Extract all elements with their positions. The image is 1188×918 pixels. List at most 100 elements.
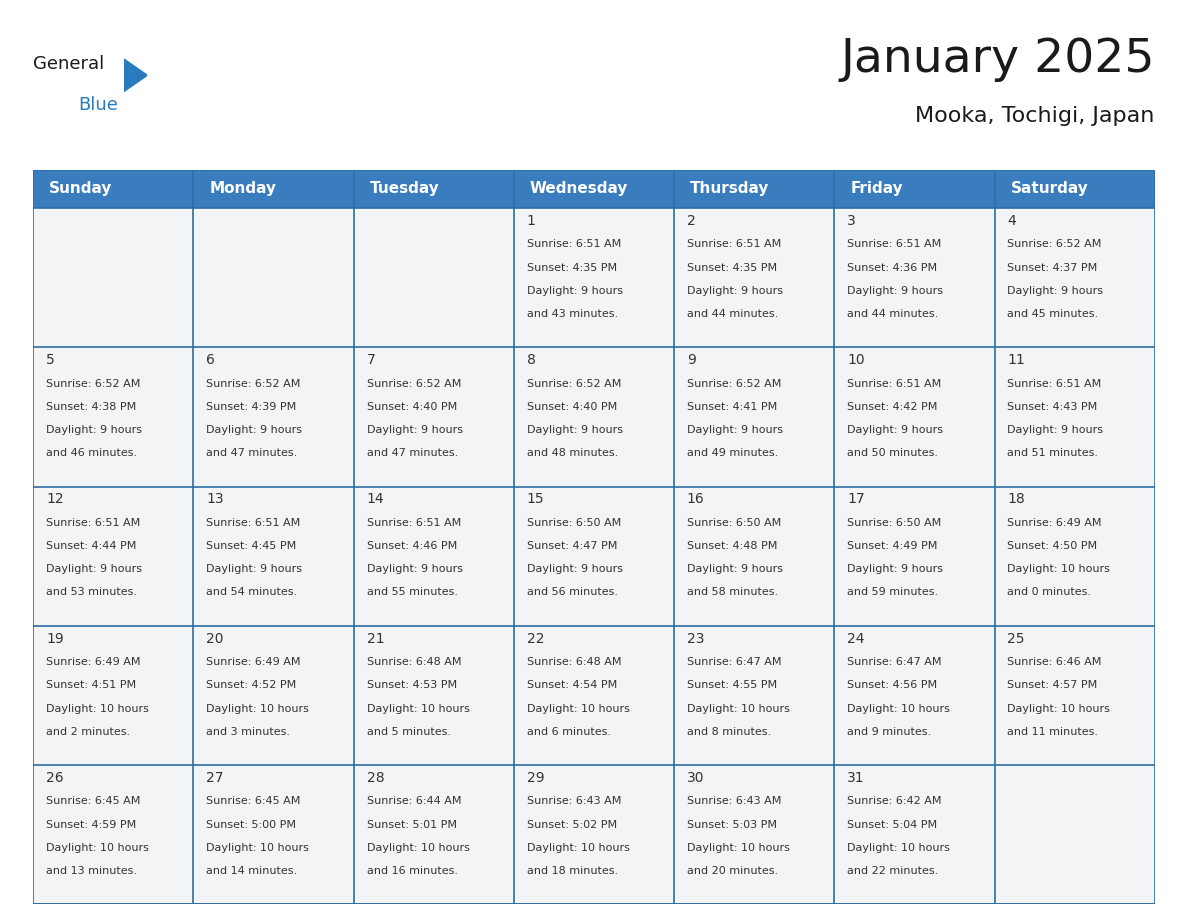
Text: Sunday: Sunday [49,182,113,196]
Bar [33,208,194,347]
Bar [994,208,1155,347]
Bar [994,487,1155,626]
Text: and 47 minutes.: and 47 minutes. [207,448,297,458]
Text: Sunrise: 6:48 AM: Sunrise: 6:48 AM [367,657,461,667]
Text: 23: 23 [687,632,704,645]
Text: Sunrise: 6:51 AM: Sunrise: 6:51 AM [526,240,621,250]
Text: 10: 10 [847,353,865,367]
Text: Monday: Monday [209,182,277,196]
Text: Sunset: 4:36 PM: Sunset: 4:36 PM [847,263,937,273]
Text: and 16 minutes.: and 16 minutes. [367,866,457,876]
Text: Sunset: 4:53 PM: Sunset: 4:53 PM [367,680,456,690]
Text: Daylight: 9 hours: Daylight: 9 hours [526,425,623,435]
Bar [354,208,514,347]
Text: Sunset: 5:04 PM: Sunset: 5:04 PM [847,820,937,830]
Text: 25: 25 [1007,632,1025,645]
Text: Sunrise: 6:49 AM: Sunrise: 6:49 AM [46,657,140,667]
Text: Daylight: 10 hours: Daylight: 10 hours [687,843,790,853]
Text: Sunset: 4:50 PM: Sunset: 4:50 PM [1007,541,1098,551]
Bar [33,347,194,487]
Text: Sunrise: 6:43 AM: Sunrise: 6:43 AM [526,797,621,806]
Text: Sunrise: 6:51 AM: Sunrise: 6:51 AM [46,518,140,528]
Text: 4: 4 [1007,214,1016,228]
Text: and 14 minutes.: and 14 minutes. [207,866,297,876]
Bar [514,487,674,626]
Text: and 44 minutes.: and 44 minutes. [847,309,939,319]
Text: Sunrise: 6:43 AM: Sunrise: 6:43 AM [687,797,782,806]
Text: Sunset: 4:40 PM: Sunset: 4:40 PM [367,402,456,412]
Text: Sunset: 4:35 PM: Sunset: 4:35 PM [687,263,777,273]
Bar [674,487,834,626]
Text: Sunset: 4:45 PM: Sunset: 4:45 PM [207,541,297,551]
Bar [834,347,994,487]
Text: and 6 minutes.: and 6 minutes. [526,727,611,736]
Bar [994,347,1155,487]
Text: Sunset: 4:51 PM: Sunset: 4:51 PM [46,680,137,690]
Text: 27: 27 [207,771,223,785]
Text: 3: 3 [847,214,855,228]
Bar [194,347,354,487]
Bar [354,626,514,765]
Bar [834,626,994,765]
Text: Sunset: 4:46 PM: Sunset: 4:46 PM [367,541,456,551]
Text: and 18 minutes.: and 18 minutes. [526,866,618,876]
Text: Daylight: 10 hours: Daylight: 10 hours [847,843,950,853]
Text: Sunrise: 6:52 AM: Sunrise: 6:52 AM [526,379,621,388]
Text: 31: 31 [847,771,865,785]
Text: Daylight: 9 hours: Daylight: 9 hours [526,565,623,575]
Text: Daylight: 10 hours: Daylight: 10 hours [207,843,309,853]
Text: Daylight: 10 hours: Daylight: 10 hours [367,843,469,853]
Text: 22: 22 [526,632,544,645]
Text: 30: 30 [687,771,704,785]
Text: 14: 14 [367,492,384,507]
Text: Sunset: 4:57 PM: Sunset: 4:57 PM [1007,680,1098,690]
Text: and 43 minutes.: and 43 minutes. [526,309,618,319]
Text: Daylight: 9 hours: Daylight: 9 hours [46,425,143,435]
Text: Daylight: 9 hours: Daylight: 9 hours [1007,285,1104,296]
Text: and 55 minutes.: and 55 minutes. [367,588,457,598]
Text: and 59 minutes.: and 59 minutes. [847,588,939,598]
Text: Sunset: 4:56 PM: Sunset: 4:56 PM [847,680,937,690]
Text: Sunset: 4:38 PM: Sunset: 4:38 PM [46,402,137,412]
Text: and 0 minutes.: and 0 minutes. [1007,588,1092,598]
Text: Daylight: 10 hours: Daylight: 10 hours [687,703,790,713]
Text: Sunset: 4:42 PM: Sunset: 4:42 PM [847,402,937,412]
Text: Sunrise: 6:50 AM: Sunrise: 6:50 AM [687,518,782,528]
Text: and 51 minutes.: and 51 minutes. [1007,448,1099,458]
Text: and 9 minutes.: and 9 minutes. [847,727,931,736]
Text: 6: 6 [207,353,215,367]
Bar [354,487,514,626]
Text: Sunrise: 6:51 AM: Sunrise: 6:51 AM [687,240,782,250]
Text: Sunset: 4:48 PM: Sunset: 4:48 PM [687,541,777,551]
Text: Sunrise: 6:51 AM: Sunrise: 6:51 AM [1007,379,1101,388]
Text: Daylight: 10 hours: Daylight: 10 hours [526,703,630,713]
Bar [33,170,1155,208]
Text: Sunset: 4:41 PM: Sunset: 4:41 PM [687,402,777,412]
Text: Daylight: 9 hours: Daylight: 9 hours [46,565,143,575]
Text: Daylight: 10 hours: Daylight: 10 hours [1007,565,1111,575]
Text: Sunrise: 6:52 AM: Sunrise: 6:52 AM [367,379,461,388]
Bar [994,765,1155,904]
Text: and 22 minutes.: and 22 minutes. [847,866,939,876]
Bar [33,765,194,904]
Text: Blue: Blue [78,96,119,115]
Text: Sunrise: 6:51 AM: Sunrise: 6:51 AM [847,379,941,388]
Bar [994,626,1155,765]
Bar [834,487,994,626]
Text: Sunset: 4:44 PM: Sunset: 4:44 PM [46,541,137,551]
Bar [514,765,674,904]
Text: Sunset: 4:40 PM: Sunset: 4:40 PM [526,402,617,412]
Text: 12: 12 [46,492,64,507]
Text: Saturday: Saturday [1011,182,1088,196]
Text: Sunset: 4:55 PM: Sunset: 4:55 PM [687,680,777,690]
Text: Mooka, Tochigi, Japan: Mooka, Tochigi, Japan [916,106,1155,126]
Text: 13: 13 [207,492,223,507]
Text: and 13 minutes.: and 13 minutes. [46,866,137,876]
Text: Sunset: 4:43 PM: Sunset: 4:43 PM [1007,402,1098,412]
Text: and 50 minutes.: and 50 minutes. [847,448,939,458]
Text: Sunrise: 6:52 AM: Sunrise: 6:52 AM [687,379,782,388]
Text: Sunrise: 6:50 AM: Sunrise: 6:50 AM [847,518,941,528]
Text: Sunset: 4:47 PM: Sunset: 4:47 PM [526,541,617,551]
Text: Sunrise: 6:45 AM: Sunrise: 6:45 AM [46,797,140,806]
Text: Daylight: 9 hours: Daylight: 9 hours [367,425,462,435]
